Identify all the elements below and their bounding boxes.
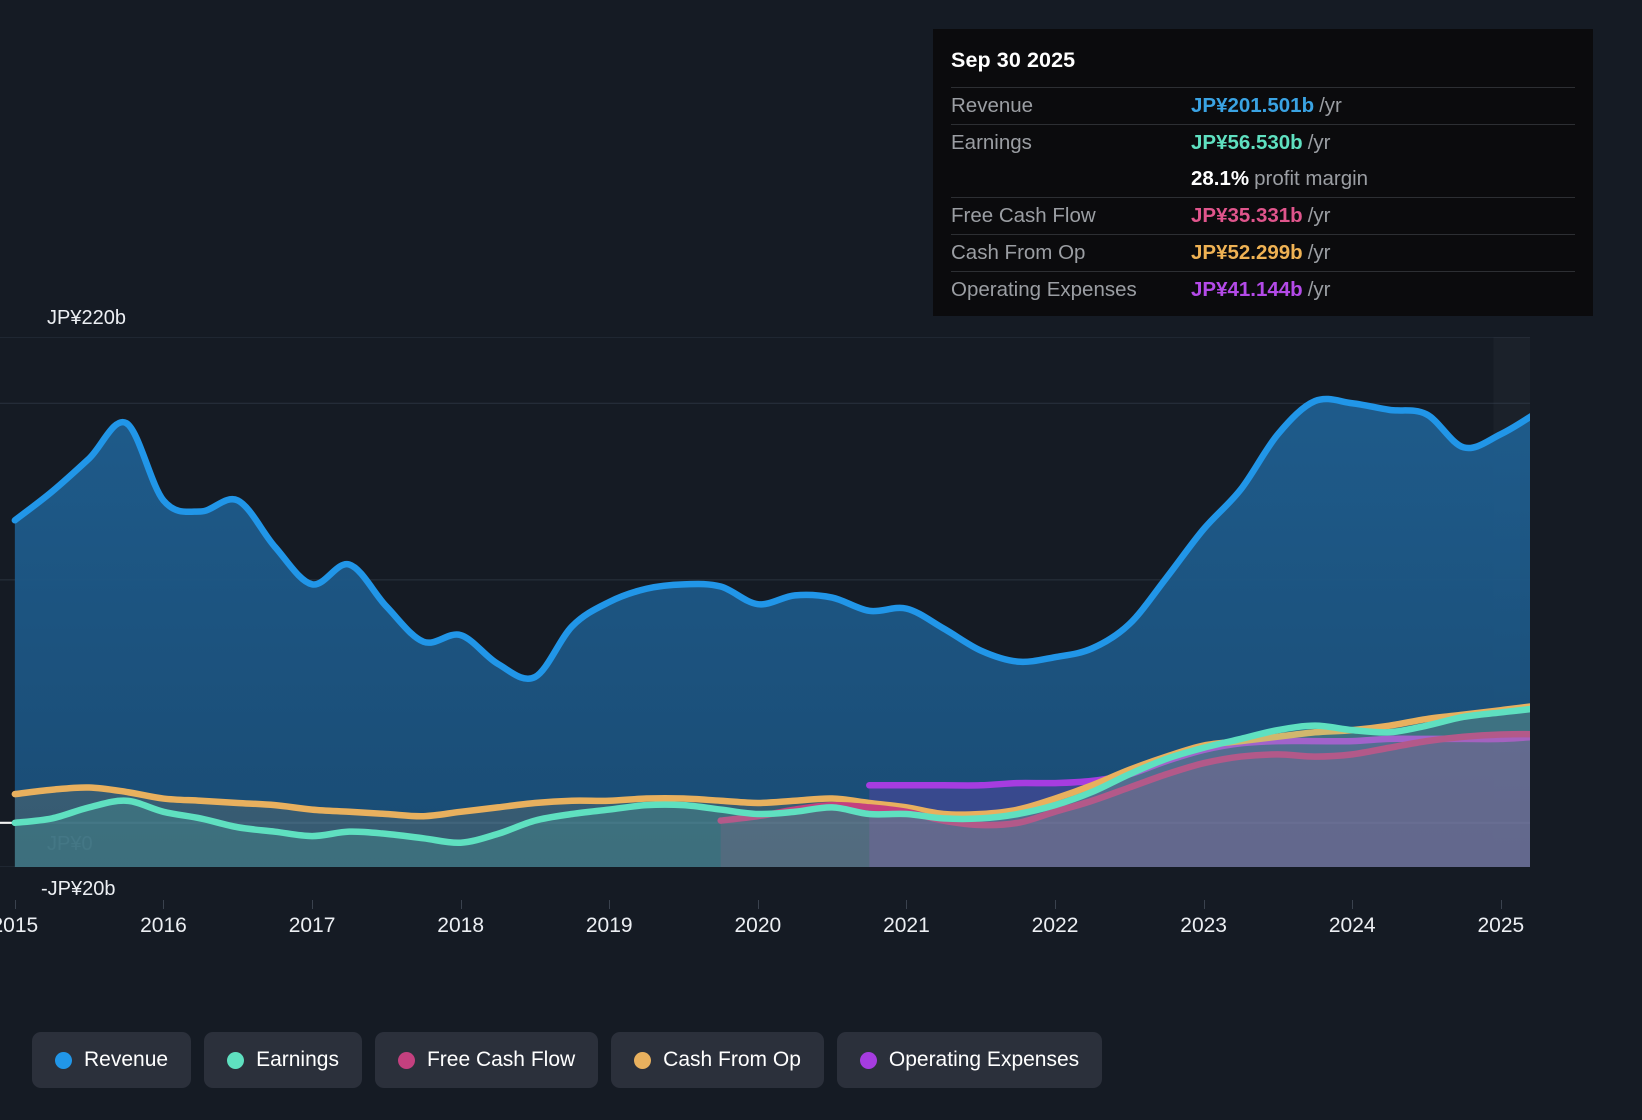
x-axis-tick <box>14 900 16 909</box>
x-axis-tick <box>1203 900 1205 909</box>
legend-dot-icon <box>859 1051 877 1069</box>
x-axis-label: 2024 <box>1328 914 1376 937</box>
legend-dot-icon <box>55 1051 72 1069</box>
tooltip-row-suffix: profit margin <box>1254 167 1369 190</box>
x-axis-label: 2023 <box>1180 914 1227 937</box>
series-area-earnings <box>14 698 1613 867</box>
tooltip-row: Operating Expenses JP¥41.144b/yr <box>951 271 1575 308</box>
tooltip-row-value: JP¥201.501b <box>1191 94 1315 117</box>
x-axis-label: 2015 <box>0 914 39 937</box>
legend-item-label: Operating Expenses <box>888 1048 1080 1071</box>
legend-dot-icon <box>227 1051 245 1069</box>
x-axis-label: 2020 <box>734 914 782 937</box>
tooltip-row-value: JP¥41.144b <box>1191 278 1303 301</box>
series-line-free-cash-flow[interactable] <box>717 730 1616 829</box>
tooltip-row-label: Free Cash Flow <box>951 204 1096 227</box>
tooltip-row-value: 28.1% <box>1191 167 1250 190</box>
legend-item-label: Free Cash Flow <box>426 1048 576 1071</box>
x-axis-label: 2018 <box>437 914 484 937</box>
tooltip-card: Sep 30 2025 Revenue JP¥201.501b/yr Earning… <box>933 29 1593 316</box>
legend-dot-icon <box>634 1051 652 1069</box>
y-axis-label-bottom: -JP¥20b <box>41 878 116 900</box>
x-axis-tick <box>460 900 462 909</box>
legend-item-earnings[interactable]: Earnings <box>204 1032 362 1088</box>
x-axis-tick <box>609 900 611 909</box>
x-axis-label: 2022 <box>1031 914 1079 937</box>
chart-legend: Revenue Earnings Free Cash Flow Cash From O… <box>32 1032 1103 1088</box>
tooltip-row-suffix: /yr <box>1307 278 1331 301</box>
legend-dot-icon <box>397 1051 415 1069</box>
legend-item-revenue[interactable]: Revenue <box>32 1032 192 1088</box>
x-axis-tick <box>1500 900 1502 909</box>
chart-plot-area[interactable] <box>0 337 1642 867</box>
tooltip-row-value-wrap: JP¥41.144b/yr <box>1191 278 1330 302</box>
tooltip-row: Free Cash Flow JP¥35.331b/yr <box>951 197 1575 234</box>
x-axis-tick <box>1352 900 1354 909</box>
tooltip-row-label: Earnings <box>951 131 1032 154</box>
series-line-earnings[interactable] <box>11 694 1616 847</box>
x-axis-label: 2017 <box>288 914 336 937</box>
tooltip-row: Earnings JP¥56.530b/yr <box>951 124 1575 161</box>
tooltip-date: Sep 30 2025 <box>951 48 1076 72</box>
tooltip-row-label: Revenue <box>951 94 1034 117</box>
legend-item-label: Cash From Op <box>663 1048 801 1071</box>
tooltip-row-value: JP¥35.331b <box>1191 204 1303 227</box>
tooltip-row-value-wrap: JP¥35.331b/yr <box>1191 204 1330 228</box>
tooltip-rows: Revenue JP¥201.501b/yr Earnings JP¥56.530b /… <box>951 87 1575 308</box>
tooltip-row-value-wrap: JP¥56.530b/yr <box>1191 131 1330 155</box>
tooltip-row: Revenue JP¥201.501b/yr <box>951 87 1575 124</box>
tooltip-row-value-wrap: JP¥201.501b/yr <box>1191 94 1342 118</box>
tooltip-row-value: JP¥56.530b <box>1191 131 1303 154</box>
tooltip-row-suffix: /yr <box>1307 241 1331 264</box>
legend-item-free-cash-flow[interactable]: Free Cash Flow <box>374 1032 599 1088</box>
x-axis-tick <box>163 900 165 909</box>
x-axis: 2015 2016 2017 2018 2019 2020 2021 2022 2023 2024… <box>0 900 1642 960</box>
legend-item-label: Revenue <box>84 1048 169 1071</box>
series-line-revenue[interactable] <box>11 374 1616 682</box>
tooltip-row-suffix: /yr <box>1307 204 1331 227</box>
tooltip-row-suffix: /yr <box>1307 131 1331 154</box>
x-axis-label: 2021 <box>883 914 930 937</box>
x-axis-tick <box>757 900 759 909</box>
x-axis-label: 2025 <box>1477 914 1525 937</box>
series-area-free-cash-flow <box>720 734 1613 867</box>
tooltip-row-suffix: /yr <box>1319 94 1342 117</box>
plot-right-gutter <box>1530 337 1642 867</box>
legend-item-operating-expenses[interactable]: Operating Expenses <box>836 1032 1103 1088</box>
legend-item-label: Earnings <box>256 1048 339 1071</box>
x-axis-tick <box>906 900 908 909</box>
tooltip-row-value-wrap: JP¥52.299b/yr <box>1191 241 1330 265</box>
tooltip-row-label: Operating Expenses <box>951 278 1137 301</box>
x-axis-tick <box>1055 900 1057 909</box>
x-axis-tick <box>312 900 314 909</box>
tooltip-row: 28.1% profit margin <box>951 161 1575 197</box>
x-axis-label: 2019 <box>585 914 633 937</box>
tooltip-row-value-wrap: 28.1% profit margin <box>1191 167 1368 191</box>
tooltip-row-label: Cash From Op <box>951 241 1086 264</box>
series-area-operating-expenses <box>869 732 1613 867</box>
x-axis-label: 2016 <box>140 914 187 937</box>
legend-item-cash-from-op[interactable]: Cash From Op <box>611 1032 824 1088</box>
tooltip-row-value: JP¥52.299b <box>1191 241 1303 264</box>
tooltip-row: Cash From Op JP¥52.299b/yr <box>951 234 1575 271</box>
y-axis-label-top: JP¥220b <box>47 307 126 329</box>
